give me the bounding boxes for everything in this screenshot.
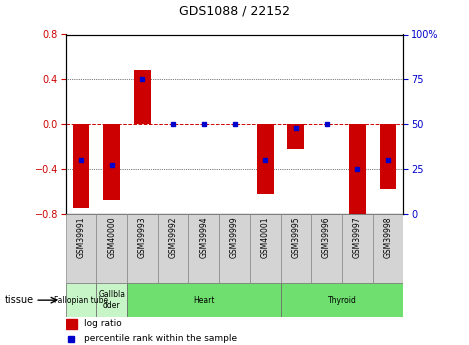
Bar <box>257 124 273 194</box>
Bar <box>311 214 342 283</box>
Bar <box>373 214 403 283</box>
Bar <box>280 283 403 317</box>
Bar <box>287 124 304 149</box>
Text: GSM39994: GSM39994 <box>199 217 208 258</box>
Bar <box>342 214 373 283</box>
Text: GSM39999: GSM39999 <box>230 217 239 258</box>
Text: GSM39997: GSM39997 <box>353 217 362 258</box>
Text: GSM39991: GSM39991 <box>76 217 85 258</box>
Bar <box>66 283 96 317</box>
Text: Gallbla
dder: Gallbla dder <box>98 290 125 310</box>
Bar <box>127 214 158 283</box>
Text: GSM39992: GSM39992 <box>168 217 178 258</box>
Bar <box>96 214 127 283</box>
Bar <box>280 214 311 283</box>
Text: GSM39993: GSM39993 <box>138 217 147 258</box>
Text: Fallopian tube: Fallopian tube <box>54 296 108 305</box>
Text: tissue: tissue <box>5 295 34 305</box>
Bar <box>349 124 366 214</box>
Text: log ratio: log ratio <box>84 319 122 328</box>
Bar <box>66 214 96 283</box>
Text: GSM39996: GSM39996 <box>322 217 331 258</box>
Text: Thyroid: Thyroid <box>327 296 356 305</box>
Bar <box>379 124 396 189</box>
Bar <box>96 283 127 317</box>
Bar <box>250 214 280 283</box>
Text: GSM39998: GSM39998 <box>384 217 393 258</box>
Bar <box>189 214 219 283</box>
Bar <box>73 124 90 208</box>
Bar <box>127 283 280 317</box>
Text: GSM39995: GSM39995 <box>291 217 301 258</box>
Bar <box>219 214 250 283</box>
Bar <box>158 214 189 283</box>
Text: Heart: Heart <box>193 296 214 305</box>
Text: GSM40000: GSM40000 <box>107 217 116 258</box>
Text: percentile rank within the sample: percentile rank within the sample <box>84 334 237 343</box>
Text: GDS1088 / 22152: GDS1088 / 22152 <box>179 4 290 17</box>
Text: GSM40001: GSM40001 <box>261 217 270 258</box>
Bar <box>134 70 151 124</box>
Bar <box>103 124 120 200</box>
Bar <box>66 319 77 329</box>
